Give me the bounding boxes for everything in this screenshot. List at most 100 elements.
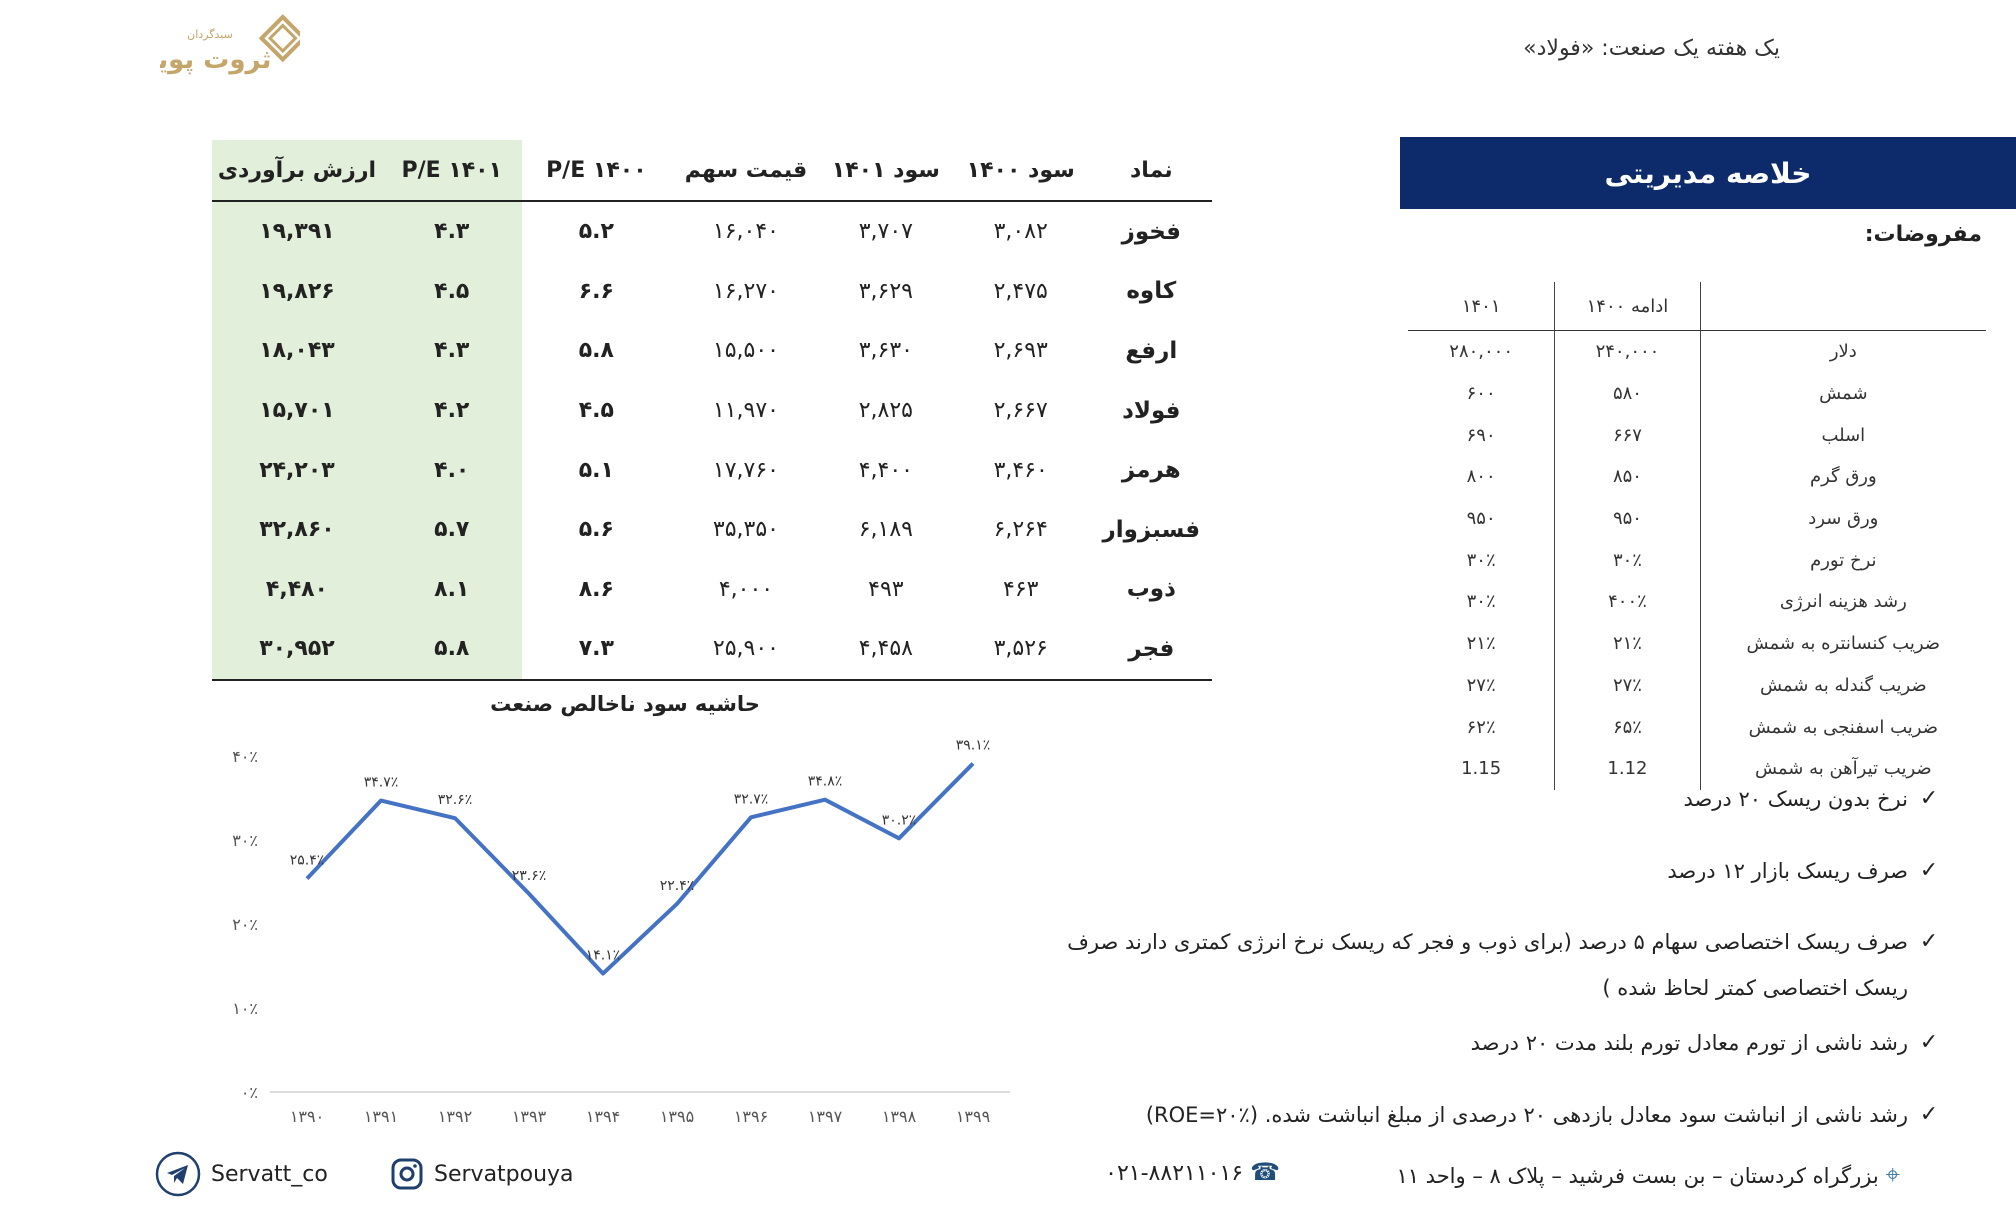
- table-cell: ۷.۳: [578, 636, 614, 662]
- table-cell: ۵.۶: [578, 517, 614, 543]
- table-cell: ۶۲٪: [1466, 716, 1496, 738]
- table-cell: ۸۵۰: [1554, 456, 1701, 498]
- table-cell: ۴۰۰٪: [1554, 581, 1701, 623]
- table-cell: ۵.۱: [578, 457, 614, 483]
- chart-title: حاشیه سود ناخالص صنعت: [490, 692, 760, 716]
- table-cell: ۶۰۰: [1466, 383, 1496, 405]
- table-cell: ۸.۶: [578, 576, 614, 602]
- table-cell: ۹۵۰: [1554, 497, 1701, 540]
- table-cell: ۲,۶۶۷: [993, 398, 1048, 424]
- table-cell: ۶۶۷: [1554, 414, 1701, 457]
- bullet-text: رشد ناشی از انباشت سود معادل بازدهی ۲۰ د…: [1145, 1103, 1908, 1127]
- phone-icon: ☎: [1250, 1158, 1280, 1186]
- x-tick-label: ۱۳۹۱: [364, 1107, 398, 1126]
- column-header: قیمت سهم: [684, 157, 808, 183]
- table-cell: ۱۸,۰۴۳: [212, 321, 382, 381]
- logo-icon: [258, 14, 307, 63]
- column-header: ۱۴۰۱: [1461, 295, 1501, 317]
- instagram-handle: Servatpouya: [434, 1161, 574, 1187]
- table-row: ضریب اسفنجی به شمش ۶۵٪ ۶۲٪: [1408, 706, 1986, 748]
- x-tick-label: ۱۳۹۳: [512, 1107, 547, 1126]
- table-cell: ۶۹۰: [1466, 424, 1496, 446]
- x-tick-label: ۱۳۹۵: [660, 1107, 694, 1126]
- address-text: بزرگراه کردستان – بن بست فرشید – پلاک ۸ …: [1396, 1164, 1879, 1188]
- table-cell: ۱۵,۵۰۰: [712, 338, 779, 364]
- column-header: سود ۱۴۰۰: [966, 157, 1075, 183]
- table-row: فسبزوار ۶,۲۶۴ ۶,۱۸۹ ۳۵,۳۵۰ ۵.۶ ۵.۷ ۳۲,۸۶…: [212, 499, 1212, 560]
- gross-margin-line-chart: ۰٪ ۱۰٪ ۲۰٪ ۳۰٪ ۴۰٪ ۱۳۹۰ ۱۳۹۱ ۱۳۹۲ ۱۳۹۳ ۱۳۹۴ ۱۳۹۵ ۱۳…: [232, 738, 1010, 1126]
- assumptions-table: ادامه ۱۴۰۰ ۱۴۰۱ دلار ۲۴۰,۰۰۰ ۲۸۰,۰۰۰ شمش ۵۸…: [1408, 282, 1986, 790]
- table-cell: ۲۷٪: [1466, 674, 1496, 696]
- assumption-label: اسلب: [1821, 424, 1866, 446]
- table-cell: ۱۹,۳۹۱: [212, 201, 382, 262]
- table-row: هرمز ۳,۴۶۰ ۴,۴۰۰ ۱۷,۷۶۰ ۵.۱ ۴.۰ ۲۴,۲۰۳: [212, 440, 1212, 500]
- assumption-label: ضریب کنسانتره به شمش: [1746, 633, 1941, 655]
- table-cell-symbol: فولاد: [1122, 397, 1181, 424]
- instagram-link[interactable]: Servatpouya: [390, 1150, 590, 1198]
- list-item: ✓ صرف ریسک اختصاصی سهام ۵ درصد (برای ذوب …: [1030, 919, 1950, 1011]
- series-line: [305, 762, 975, 976]
- table-cell: ۱۶,۰۴۰: [712, 219, 779, 245]
- table-cell: ۲,۴۷۵: [993, 278, 1048, 304]
- table-cell: ۳۰,۹۵۲: [212, 619, 382, 680]
- data-label: ۲۵.۴٪: [290, 853, 325, 869]
- table-cell: ۸.۱: [381, 559, 522, 620]
- column-header: P/E ۱۴۰۱: [381, 140, 522, 201]
- table-row: ضریب کنسانتره به شمش ۲۱٪ ۲۱٪: [1408, 622, 1986, 665]
- table-cell: ۲۱٪: [1554, 622, 1701, 665]
- table-cell: ۴.۳: [381, 201, 522, 262]
- y-tick-label: ۰٪: [241, 1083, 258, 1102]
- assumption-label: ضریب گندله به شمش: [1759, 674, 1927, 696]
- x-tick-label: ۱۳۹۴: [586, 1107, 620, 1126]
- table-row: ورق گرم ۸۵۰ ۸۰۰: [1408, 456, 1986, 498]
- valuation-table: نماد سود ۱۴۰۰ سود ۱۴۰۱ قیمت سهم P/E ۱۴۰۰…: [212, 140, 1212, 681]
- y-tick-label: ۳۰٪: [232, 831, 258, 850]
- logo-text: ثروت پویا: [160, 45, 271, 75]
- assumption-label: رشد هزینه انرژی: [1779, 591, 1907, 613]
- table-header-row: ادامه ۱۴۰۰ ۱۴۰۱: [1408, 282, 1986, 331]
- table-cell: ۴.۰: [381, 440, 522, 500]
- location-icon: ⌖: [1885, 1160, 1900, 1190]
- table-row: ضریب گندله به شمش ۲۷٪ ۲۷٪: [1408, 664, 1986, 707]
- assumption-label: دلار: [1829, 341, 1857, 363]
- table-row: کاوه ۲,۴۷۵ ۳,۶۲۹ ۱۶,۲۷۰ ۶.۶ ۴.۵ ۱۹,۸۲۶: [212, 261, 1212, 322]
- table-cell: ۴۹۳: [868, 576, 904, 602]
- check-icon: ✓: [1919, 786, 1939, 811]
- footer-phone: ☎ ۰۲۱-۸۸۲۱۱۰۱۶: [1100, 1158, 1280, 1186]
- data-label: ۳۴.۸٪: [808, 774, 843, 790]
- telegram-icon: [155, 1151, 201, 1197]
- x-tick-label: ۱۳۹۸: [882, 1107, 917, 1126]
- table-cell: ۳۰٪: [1466, 591, 1496, 613]
- table-cell: ۹۵۰: [1466, 508, 1496, 530]
- table-cell-symbol: کاوه: [1126, 278, 1177, 305]
- table-cell: ۴,۴۵۸: [858, 636, 913, 662]
- assumption-label: نرخ تورم: [1810, 549, 1877, 571]
- table-cell: ۳,۷۰۷: [858, 219, 913, 245]
- table-cell: ۳,۶۲۹: [858, 278, 913, 304]
- assumption-label: شمش: [1819, 383, 1868, 405]
- table-cell: ۴,۰۰۰: [718, 576, 774, 602]
- assumption-bullets: ✓ نرخ بدون ریسک ۲۰ درصد ✓ صرف ریسک بازار ۱…: [1030, 775, 1950, 1163]
- table-header-row: نماد سود ۱۴۰۰ سود ۱۴۰۱ قیمت سهم P/E ۱۴۰۰…: [212, 140, 1212, 201]
- table-cell: ۵.۸: [381, 619, 522, 680]
- table-cell: 1.15: [1461, 758, 1502, 780]
- table-cell: ۵.۲: [578, 219, 614, 245]
- column-header: ارزش برآوردی: [212, 140, 382, 201]
- table-cell: ۶.۶: [578, 278, 614, 304]
- table-row: فولاد ۲,۶۶۷ ۲,۸۲۵ ۱۱,۹۷۰ ۴.۵ ۴.۲ ۱۵,۷۰۱: [212, 380, 1212, 441]
- table-cell: ۴.۳: [381, 321, 522, 381]
- table-cell: ۳۵,۳۵۰: [712, 517, 779, 543]
- data-label: ۳۰.۲٪: [882, 812, 917, 828]
- x-tick-label: ۱۳۹۷: [808, 1107, 843, 1126]
- table-cell: ۲۸۰,۰۰۰: [1449, 341, 1514, 363]
- table-cell: ۴.۵: [381, 261, 522, 322]
- check-icon: ✓: [1919, 929, 1939, 954]
- telegram-link[interactable]: Servatt_co: [155, 1150, 355, 1198]
- table-cell: ۲,۸۲۵: [858, 398, 913, 424]
- table-cell: ۲۵,۹۰۰: [712, 636, 779, 662]
- footer-address: ⌖ بزرگراه کردستان – بن بست فرشید – پلاک …: [1330, 1160, 1900, 1191]
- telegram-handle: Servatt_co: [211, 1161, 328, 1187]
- table-cell: ۱۱,۹۷۰: [712, 398, 779, 424]
- bullet-text: صرف ریسک بازار ۱۲ درصد: [1667, 859, 1908, 883]
- list-item: ✓ صرف ریسک بازار ۱۲ درصد: [1030, 847, 1950, 895]
